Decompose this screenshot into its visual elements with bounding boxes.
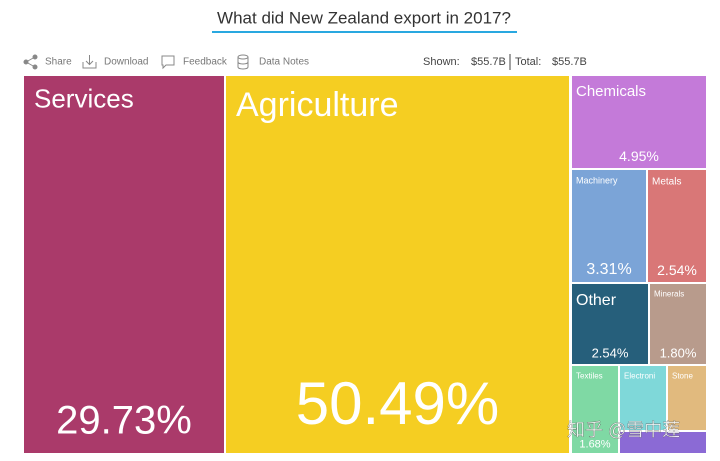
tile[interactable] bbox=[648, 170, 706, 282]
tile[interactable] bbox=[572, 284, 648, 364]
download[interactable]: Download bbox=[104, 57, 148, 68]
tile-label: Electroni bbox=[624, 372, 655, 381]
value-label: 29.73% bbox=[56, 399, 192, 443]
tile[interactable] bbox=[620, 432, 706, 453]
tile-label: Minerals bbox=[654, 290, 684, 299]
tile-label: Textiles bbox=[576, 372, 603, 381]
share[interactable]: Share bbox=[45, 57, 72, 68]
tile[interactable] bbox=[572, 170, 646, 282]
data-notes[interactable]: Data Notes bbox=[259, 57, 309, 68]
tile[interactable] bbox=[650, 284, 706, 364]
tile-label: Stone bbox=[672, 372, 693, 381]
value-label: 50.49% bbox=[296, 370, 500, 437]
shown-value: $55.7B bbox=[471, 56, 506, 68]
total-value: $55.7B bbox=[552, 56, 587, 68]
tile-label: Other bbox=[576, 292, 617, 309]
value-label: 2.54% bbox=[657, 262, 697, 278]
download-icon[interactable] bbox=[82, 55, 97, 69]
value-label: 2.54% bbox=[592, 346, 629, 361]
tile-label: Metals bbox=[652, 177, 681, 188]
tile[interactable] bbox=[668, 366, 706, 430]
tile[interactable] bbox=[226, 76, 569, 453]
feedback-icon[interactable] bbox=[161, 55, 175, 70]
data-notes-icon[interactable] bbox=[237, 54, 249, 70]
tile[interactable] bbox=[24, 76, 224, 453]
watermark: 知乎 @雪中莲 bbox=[567, 420, 680, 440]
tile[interactable] bbox=[620, 366, 666, 430]
value-label: 4.95% bbox=[619, 148, 659, 164]
value-label: 1.68% bbox=[579, 439, 610, 451]
total-label: Total: bbox=[515, 56, 541, 68]
shown-label: Shown: bbox=[423, 56, 460, 68]
tile-label: Agriculture bbox=[236, 86, 399, 124]
share-icon[interactable] bbox=[23, 54, 38, 70]
tile-label: Machinery bbox=[576, 176, 618, 186]
title: What did New Zealand export in 2017? bbox=[217, 8, 511, 27]
tile-label: Services bbox=[34, 84, 134, 114]
value-label: 3.31% bbox=[586, 261, 631, 278]
tile[interactable] bbox=[572, 76, 706, 168]
tile[interactable] bbox=[572, 366, 618, 453]
value-label: 1.80% bbox=[660, 346, 697, 361]
feedback[interactable]: Feedback bbox=[183, 57, 228, 68]
tile-label: Chemicals bbox=[576, 83, 646, 100]
